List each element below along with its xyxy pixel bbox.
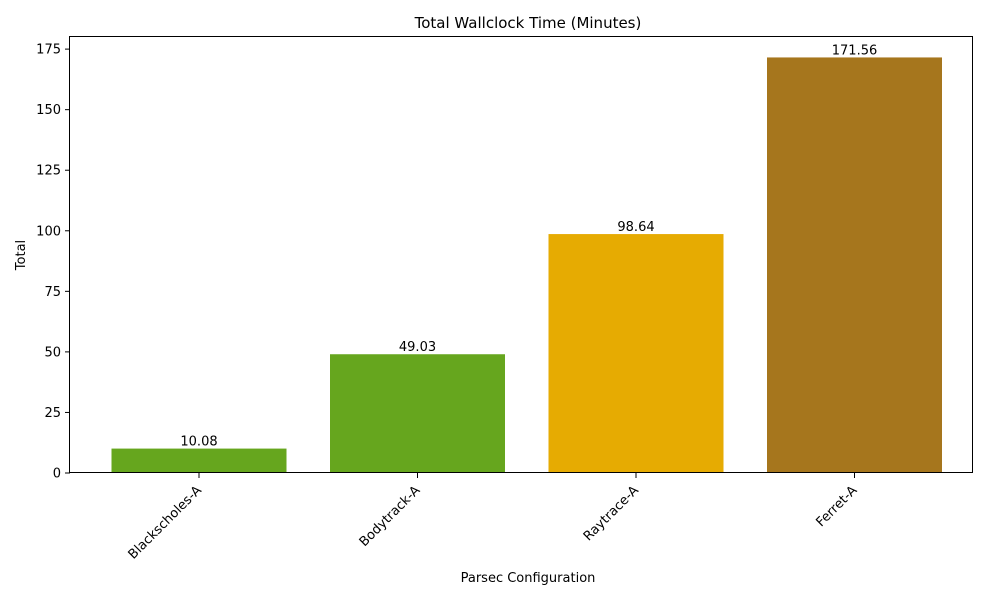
y-tick-label-8: 175 — [36, 43, 61, 58]
data-label-1: 10.08 — [180, 435, 217, 450]
bars-layer — [111, 57, 942, 474]
y-tick-label-3: 50 — [44, 345, 61, 360]
bar-4 — [767, 57, 942, 474]
y-tick-label-2: 25 — [44, 406, 61, 421]
data-label-2: 49.03 — [399, 340, 436, 355]
x-tick-label-2: Bodytrack-A — [357, 483, 424, 550]
y-tick-label-6: 125 — [36, 164, 61, 179]
x-tick-label-1: Blackscholes-A — [126, 483, 205, 562]
y-tick-label-7: 150 — [36, 103, 61, 118]
data-label-4: 171.56 — [832, 43, 878, 58]
data-label-3: 98.64 — [617, 220, 654, 235]
x-axis-title: Parsec Configuration — [461, 571, 596, 586]
x-tick-label-4: Ferret-A — [813, 483, 860, 530]
y-axis-title: Total — [14, 240, 29, 271]
data-labels-layer: 10.08 49.03 98.64 171.56 — [180, 43, 877, 449]
bar-1 — [111, 448, 287, 473]
y-tick-label-4: 75 — [44, 285, 61, 300]
x-axis: Blackscholes-A Bodytrack-A Raytrace-A Ferre… — [126, 473, 860, 562]
x-tick-label-3: Raytrace-A — [581, 483, 642, 544]
chart-title: Total Wallclock Time (Minutes) — [414, 14, 642, 32]
y-tick-label-5: 100 — [36, 224, 61, 239]
y-axis: 0 25 50 75 100 125 150 175 — [36, 43, 70, 482]
bar-2 — [330, 354, 505, 473]
bar-3 — [548, 234, 724, 473]
y-tick-label-1: 0 — [53, 467, 61, 482]
plot-frame — [69, 36, 973, 473]
